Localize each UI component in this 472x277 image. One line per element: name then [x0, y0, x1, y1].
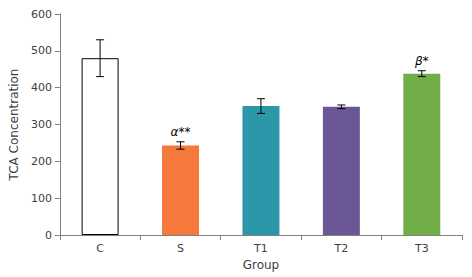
svg-text:Group: Group — [243, 258, 280, 272]
svg-text:200: 200 — [31, 155, 52, 168]
svg-text:400: 400 — [31, 81, 52, 94]
svg-text:500: 500 — [31, 44, 52, 57]
svg-text:C: C — [96, 242, 104, 255]
svg-text:T1: T1 — [253, 242, 268, 255]
svg-text:TCA Concentration: TCA Concentration — [7, 69, 21, 182]
svg-text:0: 0 — [45, 229, 52, 242]
svg-text:T3: T3 — [414, 242, 429, 255]
svg-text:T2: T2 — [334, 242, 349, 255]
svg-text:α**: α** — [171, 125, 191, 139]
svg-text:300: 300 — [31, 118, 52, 131]
svg-text:100: 100 — [31, 192, 52, 205]
svg-text:S: S — [177, 242, 184, 255]
svg-text:β*: β* — [414, 54, 429, 68]
svg-text:600: 600 — [31, 8, 52, 21]
